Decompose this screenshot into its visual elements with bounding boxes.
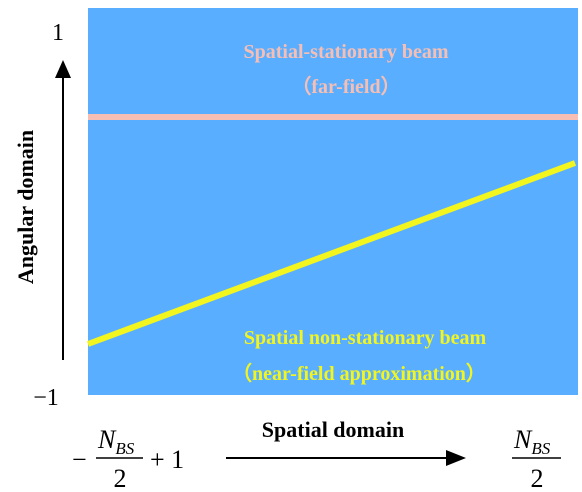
x-axis-title: Spatial domain: [262, 417, 404, 442]
x-tick-right-n: N: [513, 425, 533, 454]
x-tick-left-denominator: 2: [114, 464, 127, 492]
angular-spatial-panel: [88, 8, 578, 395]
x-tick-left: − NBS 2 + 1: [72, 425, 184, 492]
x-tick-left-numerator: NBS: [97, 425, 135, 458]
x-tick-right: NBS 2: [512, 425, 561, 492]
far-field-sublabel: （far-field）: [291, 75, 400, 98]
far-field-label: Spatial-stationary beam: [244, 41, 449, 63]
x-tick-right-numerator: NBS: [513, 425, 551, 458]
y-axis-arrowhead: [55, 60, 71, 78]
y-axis-title: Angular domain: [13, 130, 38, 284]
y-tick-top: 1: [52, 20, 64, 46]
x-tick-left-plus-one: + 1: [150, 445, 184, 474]
x-tick-right-sub: BS: [531, 439, 550, 458]
near-field-beam-line: [86, 160, 577, 347]
near-field-label: Spatial non-stationary beam: [244, 327, 487, 349]
y-tick-bottom: −1: [33, 385, 59, 411]
x-axis-arrowhead: [446, 450, 466, 466]
x-tick-left-sub: BS: [115, 439, 134, 458]
x-tick-left-n: N: [97, 425, 117, 454]
near-field-sublabel: （near-field approximation）: [232, 362, 486, 385]
x-tick-right-denominator: 2: [531, 464, 544, 492]
x-tick-left-minus: −: [72, 445, 87, 474]
